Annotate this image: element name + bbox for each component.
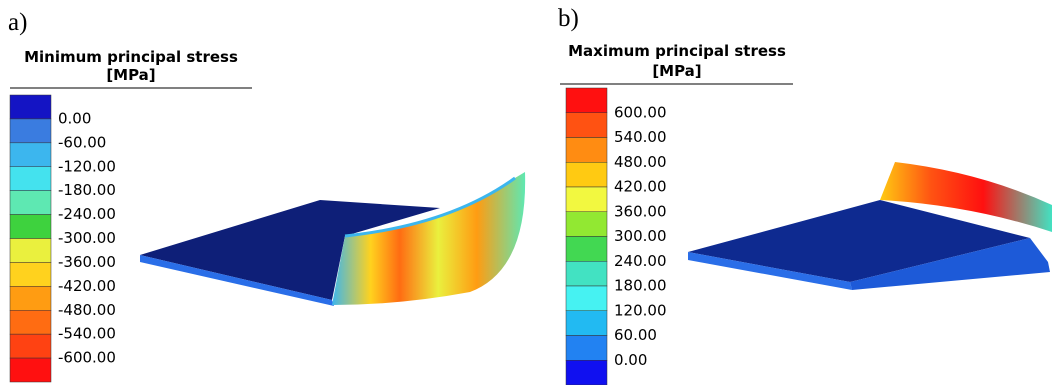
legend-swatch	[566, 237, 607, 262]
legend-label: 180.00	[614, 277, 667, 295]
legend-swatch	[566, 162, 607, 187]
legend-label: 600.00	[614, 103, 667, 121]
legend-swatch	[10, 119, 51, 143]
legend-swatch	[10, 167, 51, 191]
legend-swatch	[566, 88, 607, 113]
legend-swatch	[10, 95, 51, 119]
legend-swatch	[566, 336, 607, 361]
legend-swatch	[10, 310, 51, 334]
legend-label: 0.00	[614, 351, 647, 369]
legend-label: 120.00	[614, 301, 667, 319]
legend-swatch	[10, 191, 51, 215]
legend-swatch	[566, 113, 607, 138]
legend-label: 60.00	[614, 326, 657, 344]
figure: a)Minimum principal stress[MPa]0.00-60.0…	[0, 0, 1054, 385]
legend-swatch	[566, 311, 607, 336]
legend-label: -240.00	[58, 205, 116, 223]
legend-label: 300.00	[614, 227, 667, 245]
panel-label: a)	[8, 9, 27, 36]
legend-label: -600.00	[58, 349, 116, 367]
legends: a)Minimum principal stress[MPa]0.00-60.0…	[8, 5, 793, 385]
legend-label: 480.00	[614, 153, 667, 171]
model-b	[688, 162, 1052, 290]
legend-swatch	[10, 334, 51, 358]
legend-label: -540.00	[58, 325, 116, 343]
legend-unit: [MPa]	[106, 66, 155, 84]
legend-swatch	[10, 143, 51, 167]
legend-label: 240.00	[614, 252, 667, 270]
legend-label: 360.00	[614, 202, 667, 220]
legend-swatch	[10, 286, 51, 310]
legend-swatch	[566, 138, 607, 163]
panel-label: b)	[558, 5, 579, 32]
legend-swatch	[10, 358, 51, 382]
legend-title: Minimum principal stress	[24, 48, 238, 66]
legend-swatch	[566, 286, 607, 311]
legend-swatch	[566, 212, 607, 237]
legend-swatch	[566, 360, 607, 385]
legend-label: -60.00	[58, 133, 106, 151]
legend-label: -300.00	[58, 229, 116, 247]
legend-label: 540.00	[614, 128, 667, 146]
legend-label: -180.00	[58, 181, 116, 199]
legend-label: -480.00	[58, 301, 116, 319]
legend-label: -360.00	[58, 253, 116, 271]
model-a	[140, 172, 525, 306]
legend-swatch	[10, 239, 51, 263]
legend-unit: [MPa]	[652, 62, 701, 80]
legend-swatch	[10, 262, 51, 286]
legend-label: 420.00	[614, 178, 667, 196]
legend-swatch	[566, 261, 607, 286]
legend-label: 0.00	[58, 109, 91, 127]
legend-swatch	[10, 215, 51, 239]
legend-title: Maximum principal stress	[568, 42, 786, 60]
legend-label: -120.00	[58, 157, 116, 175]
legend-label: -420.00	[58, 277, 116, 295]
legend-swatch	[566, 187, 607, 212]
